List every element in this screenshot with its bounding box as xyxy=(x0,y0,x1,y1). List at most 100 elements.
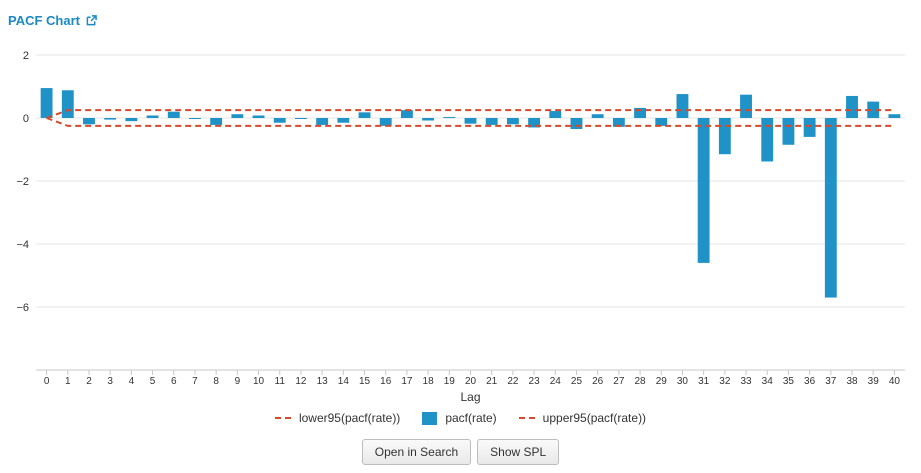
pacf-bar xyxy=(358,112,371,118)
pacf-bar xyxy=(61,90,74,118)
pacf-bar xyxy=(612,118,625,127)
legend-label-lower95: lower95(pacf(rate)) xyxy=(298,411,401,425)
pacf-bar xyxy=(803,118,816,137)
pacf-bar xyxy=(888,114,901,118)
pacf-bar xyxy=(740,94,752,118)
x-tick-label: 25 xyxy=(571,376,583,387)
x-tick-label: 4 xyxy=(129,376,135,387)
pacf-bar xyxy=(273,118,286,123)
x-tick-label: 32 xyxy=(719,376,731,387)
x-tick-label: 28 xyxy=(634,376,646,387)
x-tick-label: 40 xyxy=(889,376,901,387)
pacf-bar xyxy=(231,114,244,118)
y-tick-label: −2 xyxy=(16,176,29,188)
legend-item-upper95[interactable]: upper95(pacf(rate)) xyxy=(518,411,647,425)
pacf-bar xyxy=(464,118,477,124)
pacf-bar xyxy=(761,118,774,162)
pacf-bar xyxy=(570,118,583,130)
x-tick-label: 13 xyxy=(317,376,329,387)
x-tick-label: 27 xyxy=(613,376,625,387)
pacf-bar xyxy=(104,118,117,120)
chart-legend: lower95(pacf(rate)) pacf(rate) upper95(p… xyxy=(0,411,921,425)
x-tick-label: 21 xyxy=(486,376,498,387)
pacf-bar xyxy=(782,118,795,145)
x-tick-label: 14 xyxy=(338,376,350,387)
x-tick-label: 5 xyxy=(150,376,156,387)
pacf-bar xyxy=(379,118,392,126)
pacf-bar xyxy=(146,115,159,118)
pacf-bar xyxy=(400,110,413,118)
pacf-bar xyxy=(846,95,858,118)
pacf-bar xyxy=(824,118,837,298)
x-tick-label: 29 xyxy=(656,376,668,387)
x-tick-label: 12 xyxy=(295,376,307,387)
upper95-line xyxy=(46,109,895,119)
legend-swatch-upper95 xyxy=(518,417,535,419)
legend-swatch-lower95 xyxy=(274,417,291,419)
x-tick-label: 33 xyxy=(740,376,752,387)
y-tick-label: −4 xyxy=(16,239,29,251)
legend-item-lower95[interactable]: lower95(pacf(rate)) xyxy=(274,411,401,425)
pacf-bar xyxy=(591,114,604,118)
pacf-bar xyxy=(125,118,138,122)
x-axis-label: Lag xyxy=(460,390,480,404)
x-tick-label: 24 xyxy=(550,376,562,387)
x-tick-label: 20 xyxy=(465,376,477,387)
legend-label-pacf: pacf(rate) xyxy=(445,411,497,425)
x-tick-label: 7 xyxy=(192,376,198,387)
pacf-bar xyxy=(655,118,668,126)
pacf-bar xyxy=(40,88,53,118)
x-tick-label: 9 xyxy=(235,376,241,387)
x-tick-label: 19 xyxy=(444,376,456,387)
pacf-bar xyxy=(676,94,689,118)
x-tick-label: 6 xyxy=(171,376,177,387)
y-tick-label: 0 xyxy=(23,113,29,125)
x-tick-label: 26 xyxy=(592,376,604,387)
open-in-search-button[interactable]: Open in Search xyxy=(361,439,472,465)
x-tick-label: 2 xyxy=(86,376,92,387)
x-tick-label: 23 xyxy=(529,376,541,387)
pacf-bar xyxy=(485,118,498,125)
pacf-bar xyxy=(252,115,265,118)
legend-label-upper95: upper95(pacf(rate)) xyxy=(542,411,647,425)
x-tick-label: 16 xyxy=(380,376,392,387)
x-tick-label: 0 xyxy=(44,376,50,387)
pacf-bar xyxy=(295,118,307,119)
chart-title-row[interactable]: PACF Chart xyxy=(8,13,97,28)
x-tick-label: 31 xyxy=(698,376,710,387)
pacf-bar xyxy=(867,101,880,118)
x-tick-label: 39 xyxy=(868,376,880,387)
pacf-bar xyxy=(83,118,95,125)
y-tick-label: 2 xyxy=(23,50,29,62)
lower95-line xyxy=(46,117,895,127)
x-tick-label: 11 xyxy=(275,376,286,387)
x-tick-label: 10 xyxy=(253,376,265,387)
pacf-bar xyxy=(316,118,329,125)
pacf-bar xyxy=(549,111,562,118)
external-link-icon[interactable] xyxy=(86,15,97,26)
x-tick-label: 1 xyxy=(65,376,71,387)
pacf-bar xyxy=(697,118,710,263)
x-tick-label: 17 xyxy=(401,376,413,387)
legend-swatch-pacf xyxy=(422,411,438,425)
page-title[interactable]: PACF Chart xyxy=(8,13,80,28)
x-tick-label: 22 xyxy=(507,376,519,387)
x-tick-label: 36 xyxy=(804,376,816,387)
pacf-bar xyxy=(528,118,541,128)
x-tick-label: 38 xyxy=(846,376,858,387)
pacf-bar xyxy=(337,118,350,123)
pacf-chart: 20−2−4−60 1 2 3 4 5 6 7 8 9 10 11 12 13 14 15 16 17 18 19 20… xyxy=(16,50,905,404)
x-tick-label: 30 xyxy=(677,376,689,387)
pacf-bar xyxy=(443,117,456,119)
pacf-bar xyxy=(506,118,519,125)
x-tick-label: 35 xyxy=(783,376,795,387)
x-tick-label: 37 xyxy=(825,376,837,387)
pacf-bar xyxy=(718,118,731,155)
pacf-bar xyxy=(634,107,646,118)
legend-item-pacf[interactable]: pacf(rate) xyxy=(422,411,497,425)
show-spl-button[interactable]: Show SPL xyxy=(477,439,560,465)
x-tick-label: 18 xyxy=(423,376,435,387)
x-tick-label: 15 xyxy=(359,376,371,387)
x-tick-label: 8 xyxy=(213,376,219,387)
action-buttons: Open in Search Show SPL xyxy=(0,439,921,465)
